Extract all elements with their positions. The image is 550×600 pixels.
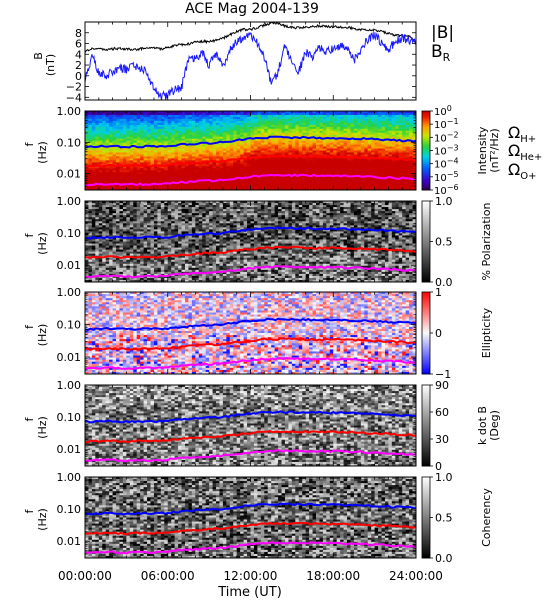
colorbar-tick-base: 10 [434, 147, 447, 158]
gyro-legend-2-base: Ω [508, 160, 520, 179]
yunit-coherency: (Hz) [36, 508, 49, 531]
x-tick-label: 06:00:00 [141, 569, 195, 583]
x-tick-label: 00:00:00 [58, 569, 112, 583]
gyro-legend-1-sub: He+ [520, 152, 542, 163]
colorbar-tick-label-kdotb: 90 [435, 379, 449, 392]
gyro-legend-2: ΩO+ [508, 160, 536, 182]
ytick-label-kdotb: 1.00 [57, 379, 82, 392]
legend-br-sub: R [443, 51, 451, 64]
colorbar-unit-kdotb: (Deg) [488, 410, 501, 441]
colorbar-tick-label-polarization: 1.0 [435, 195, 453, 208]
colorbar-tick-label-polarization: 0.5 [435, 236, 453, 249]
ytick-label-polarization: 1.00 [57, 195, 82, 208]
field-ytick-label: −4 [66, 91, 82, 104]
yunit-ellipticity: (Hz) [36, 324, 49, 347]
colorbar-tick-label-intensity: 10−2 [434, 130, 459, 144]
colorbar-tick-exp: 0 [447, 104, 452, 113]
spectrogram-coherency [85, 477, 416, 558]
ytick-label-intensity: 0.10 [57, 136, 82, 149]
colorbar-label-polarization: % Polarization [480, 203, 493, 281]
legend-br: BR [431, 42, 451, 64]
legend-bmag: |B| [431, 23, 454, 43]
ytick-label-ellipticity: 1.00 [57, 286, 82, 299]
x-axis-label: Time (UT) [217, 585, 282, 600]
colorbar-tick-label-coherency: 0.5 [435, 512, 453, 525]
ylabel-intensity: f [23, 141, 36, 146]
colorbar-tick-base: 10 [434, 120, 447, 131]
colorbar-tick-label-intensity: 10−3 [434, 144, 459, 158]
colorbar-coherency: 1.0 0.5 0.0 Coherency [422, 471, 493, 565]
colorbar-tick-exp: −6 [447, 183, 459, 192]
field-yunit: (nT) [44, 54, 57, 76]
gyro-legend-0-sub: H+ [520, 134, 536, 145]
colorbar-label-coherency: Coherency [480, 488, 493, 547]
ytick-label-kdotb: 0.01 [57, 443, 82, 456]
colorbar-tick-exp: −4 [447, 157, 459, 166]
colorbar-tick-label-intensity: 10−5 [434, 170, 459, 184]
colorbar-unit-intensity: (nT²/Hz) [488, 128, 501, 172]
colorbar-tick-exp: −3 [447, 144, 459, 153]
colorbar-tick-label-ellipticity: 0 [435, 327, 442, 340]
colorbar-tick-exp: −2 [447, 130, 459, 139]
spectrogram-intensity [85, 111, 416, 190]
ytick-label-coherency: 1.00 [57, 471, 82, 484]
ytick-label-intensity: 1.00 [57, 105, 82, 118]
yunit-polarization: (Hz) [36, 232, 49, 255]
ylabel-coherency: f [23, 508, 36, 513]
yunit-intensity: (Hz) [36, 141, 49, 164]
legend-br-base: B [431, 42, 443, 62]
gyro-legend-2-sub: O+ [520, 171, 536, 182]
figure-title: ACE Mag 2004-139 [185, 1, 319, 17]
colorbar-polarization: 1.00.50.0% Polarization [422, 195, 493, 289]
ytick-label-coherency: 0.10 [57, 503, 82, 516]
colorbar-tick-base: 10 [434, 107, 447, 118]
colorbar-tick-label-kdotb: 60 [435, 406, 449, 419]
x-tick-label: 12:00:00 [224, 569, 278, 583]
colorbar-tick-label-intensity: 100 [434, 104, 452, 118]
colorbar-label-ellipticity: Ellipticity [480, 307, 493, 358]
ytick-label-ellipticity: 0.01 [57, 351, 82, 364]
gyro-legend-0-base: Ω [508, 123, 520, 142]
ylabel-polarization: f [23, 232, 36, 237]
ytick-label-polarization: 0.10 [57, 227, 82, 240]
ytick-label-kdotb: 0.10 [57, 411, 82, 424]
ytick-label-coherency: 0.01 [57, 535, 82, 548]
colorbar-tick-label-coherency: 0.0 [435, 552, 453, 565]
colorbar-tick-label-intensity: 10−4 [434, 157, 459, 171]
spectrogram-polarization [85, 201, 416, 282]
x-tick-label: 24:00:00 [389, 569, 443, 583]
colorbar-tick-label-ellipticity: 1 [435, 286, 442, 299]
colorbar-tick-base: 10 [434, 160, 447, 171]
colorbar-tick-base: 10 [434, 133, 447, 144]
spectrogram-ellipticity [85, 292, 416, 374]
ytick-label-intensity: 0.01 [57, 168, 82, 181]
ylabel-ellipticity: f [23, 324, 36, 329]
colorbar-tick-label-coherency: 1.0 [435, 471, 453, 484]
spectrogram-kdotb [85, 385, 416, 466]
ytick-label-ellipticity: 0.10 [57, 319, 82, 332]
colorbar-tick-label-intensity: 10−1 [434, 117, 459, 131]
yunit-kdotb: (Hz) [36, 416, 49, 439]
ylabel-kdotb: f [23, 416, 36, 421]
colorbar-tick-base: 10 [434, 173, 447, 184]
colorbar-tick-label-kdotb: 30 [435, 433, 449, 446]
x-tick-label: 18:00:00 [306, 569, 360, 583]
colorbar-tick-exp: −1 [447, 117, 459, 126]
colorbar-tick-exp: −5 [447, 170, 459, 179]
ytick-label-polarization: 0.01 [57, 259, 82, 272]
gyro-legend-1-base: Ω [508, 141, 520, 160]
